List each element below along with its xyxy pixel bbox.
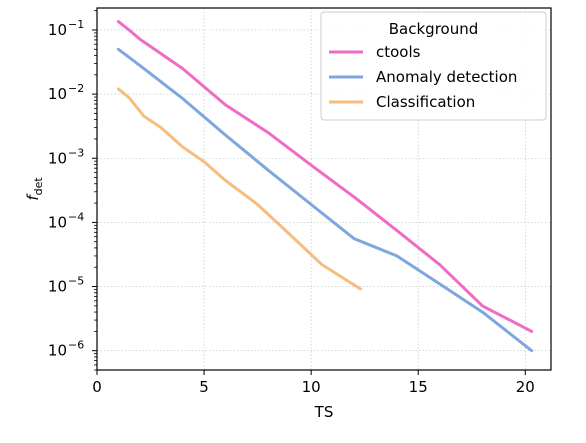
x-tick-label: 5 [199, 378, 209, 396]
legend: Background ctools Anomaly detection Classi… [320, 11, 547, 121]
y-tick-label-exponent: −5 [68, 275, 84, 288]
x-tick-label: 20 [516, 378, 535, 396]
y-tick-label-exponent: −3 [68, 146, 84, 159]
series-line [116, 87, 362, 291]
series-lines [116, 20, 534, 353]
plot-area-frame [96, 7, 552, 371]
y-tick-label: 10 [48, 21, 67, 39]
series-line [116, 47, 534, 353]
y-axis-label-subscript: det [32, 177, 45, 196]
legend-label: ctools [376, 43, 421, 61]
y-axis-label-main: f [24, 193, 42, 201]
y-tick-label: 10 [48, 85, 67, 103]
y-tick-label: 10 [48, 213, 67, 231]
legend-label: Anomaly detection [376, 68, 517, 86]
legend-title: Background [389, 20, 479, 38]
y-tick-label-exponent: −2 [68, 82, 84, 95]
legend-entries: ctools Anomaly detection Classification [329, 43, 517, 111]
series-line [116, 20, 534, 333]
x-axis-label: TS [314, 403, 334, 421]
y-tick-label-exponent: −4 [68, 210, 84, 223]
y-axis-label: fdet [24, 177, 45, 201]
x-tick-label: 10 [302, 378, 321, 396]
y-tick-label-exponent: −1 [68, 18, 84, 31]
y-tick-label: 10 [48, 278, 67, 296]
x-tick-label: 15 [409, 378, 428, 396]
y-tick-label-exponent: −6 [68, 339, 84, 352]
x-tick-label: 0 [92, 378, 102, 396]
y-tick-label: 10 [48, 342, 67, 360]
y-tick-label: 10 [48, 149, 67, 167]
legend-box [320, 11, 547, 121]
legend-label: Classification [376, 93, 475, 111]
